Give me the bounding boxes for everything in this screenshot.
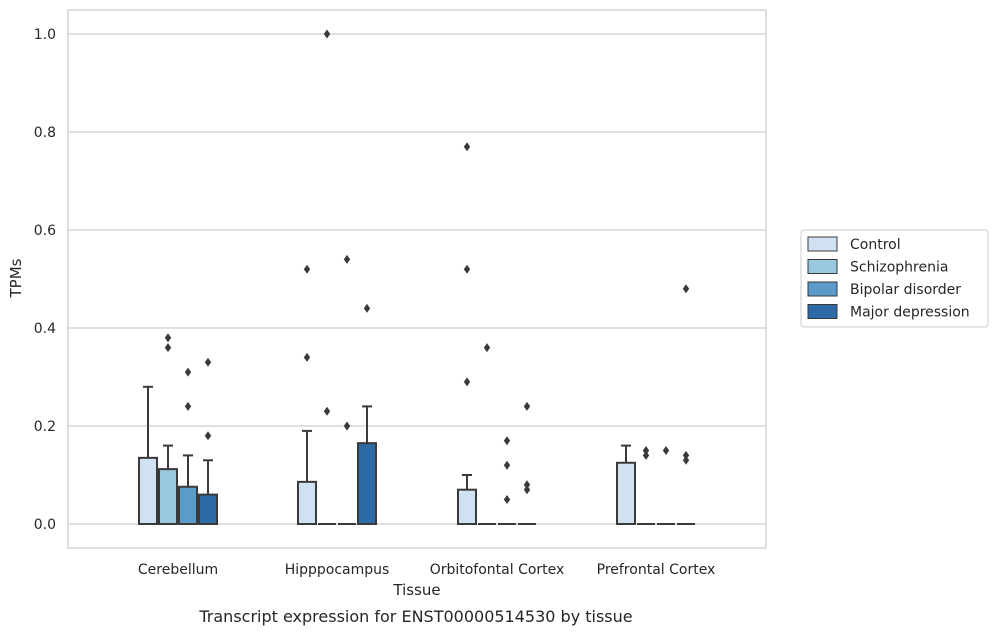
box-major-depression bbox=[198, 459, 218, 526]
outlier-point bbox=[204, 431, 212, 441]
y-tick-label: 0.2 bbox=[34, 419, 56, 435]
y-tick-label: 0.8 bbox=[34, 125, 56, 141]
outlier-point bbox=[323, 406, 331, 416]
legend-frame bbox=[800, 229, 989, 328]
x-axis-label: Tissue bbox=[392, 581, 440, 599]
y-axis-ticks: 0.0 0.2 0.4 0.6 0.8 1.0 bbox=[34, 27, 56, 533]
outlier-point bbox=[682, 455, 690, 465]
outlier-point bbox=[682, 284, 690, 294]
outlier-point bbox=[642, 446, 650, 455]
outlier-point bbox=[503, 436, 511, 446]
outlier-point bbox=[204, 357, 212, 367]
outlier-point bbox=[523, 480, 531, 490]
box-major-depression bbox=[357, 405, 377, 525]
outlier-point bbox=[363, 303, 371, 313]
figure-caption: Transcript expression for ENST0000051453… bbox=[198, 607, 632, 626]
box-bipolar-disorder bbox=[178, 454, 198, 526]
legend-label: Major depression bbox=[850, 305, 970, 321]
legend-swatch bbox=[807, 281, 838, 297]
y-tick-label: 0.0 bbox=[34, 517, 56, 533]
x-axis-ticks: Cerebellum Hipppocampus Orbitofontal Corte… bbox=[138, 562, 715, 578]
box-schizophrenia bbox=[158, 444, 178, 525]
x-tick-label: Cerebellum bbox=[138, 562, 218, 578]
outlier-point bbox=[343, 421, 351, 431]
y-axis-label: TPMs bbox=[7, 258, 25, 298]
outliers bbox=[164, 29, 690, 504]
outlier-point bbox=[184, 401, 192, 411]
box-body bbox=[158, 468, 178, 525]
box-body bbox=[616, 461, 636, 525]
outlier-point bbox=[662, 446, 670, 455]
box-body bbox=[357, 442, 377, 525]
box-body bbox=[457, 488, 477, 526]
outlier-point bbox=[164, 343, 172, 353]
legend-swatch bbox=[807, 236, 838, 252]
outlier-point bbox=[503, 495, 511, 504]
plot-frame bbox=[67, 9, 767, 549]
outlier-point bbox=[523, 401, 531, 411]
y-tick-label: 0.4 bbox=[34, 321, 56, 337]
box-control bbox=[297, 429, 317, 525]
outlier-point bbox=[303, 264, 311, 274]
box-control bbox=[138, 385, 158, 526]
outlier-point bbox=[184, 367, 192, 377]
x-tick-label: Orbitofontal Cortex bbox=[430, 562, 565, 578]
legend-label: Schizophrenia bbox=[850, 260, 948, 276]
outlier-point bbox=[343, 254, 351, 264]
outlier-point bbox=[323, 29, 331, 39]
legend-label: Control bbox=[850, 237, 901, 253]
legend-label: Bipolar disorder bbox=[850, 282, 961, 298]
y-tick-label: 0.6 bbox=[34, 223, 56, 239]
outlier-point bbox=[463, 142, 471, 152]
box-body bbox=[297, 480, 317, 525]
outlier-point bbox=[483, 343, 491, 353]
x-tick-label: Prefrontal Cortex bbox=[597, 562, 716, 578]
outlier-point bbox=[303, 352, 311, 362]
outlier-point bbox=[503, 460, 511, 470]
y-tick-label: 1.0 bbox=[34, 27, 56, 43]
legend: Control Schizophrenia Bipolar disorder Majo… bbox=[800, 229, 989, 328]
x-tick-label: Hipppocampus bbox=[285, 562, 390, 578]
legend-swatch bbox=[807, 259, 838, 274]
box-body bbox=[178, 485, 198, 526]
boxes bbox=[138, 385, 695, 526]
box-control bbox=[616, 444, 636, 525]
outlier-point bbox=[523, 485, 531, 495]
box-control bbox=[457, 474, 477, 526]
outlier-point bbox=[463, 264, 471, 274]
outlier-point bbox=[164, 333, 172, 343]
legend-swatch bbox=[807, 304, 838, 319]
box-body bbox=[198, 493, 218, 526]
outlier-point bbox=[682, 450, 690, 460]
box-body bbox=[138, 456, 158, 526]
outlier-point bbox=[463, 377, 471, 387]
outlier-point bbox=[642, 450, 650, 460]
